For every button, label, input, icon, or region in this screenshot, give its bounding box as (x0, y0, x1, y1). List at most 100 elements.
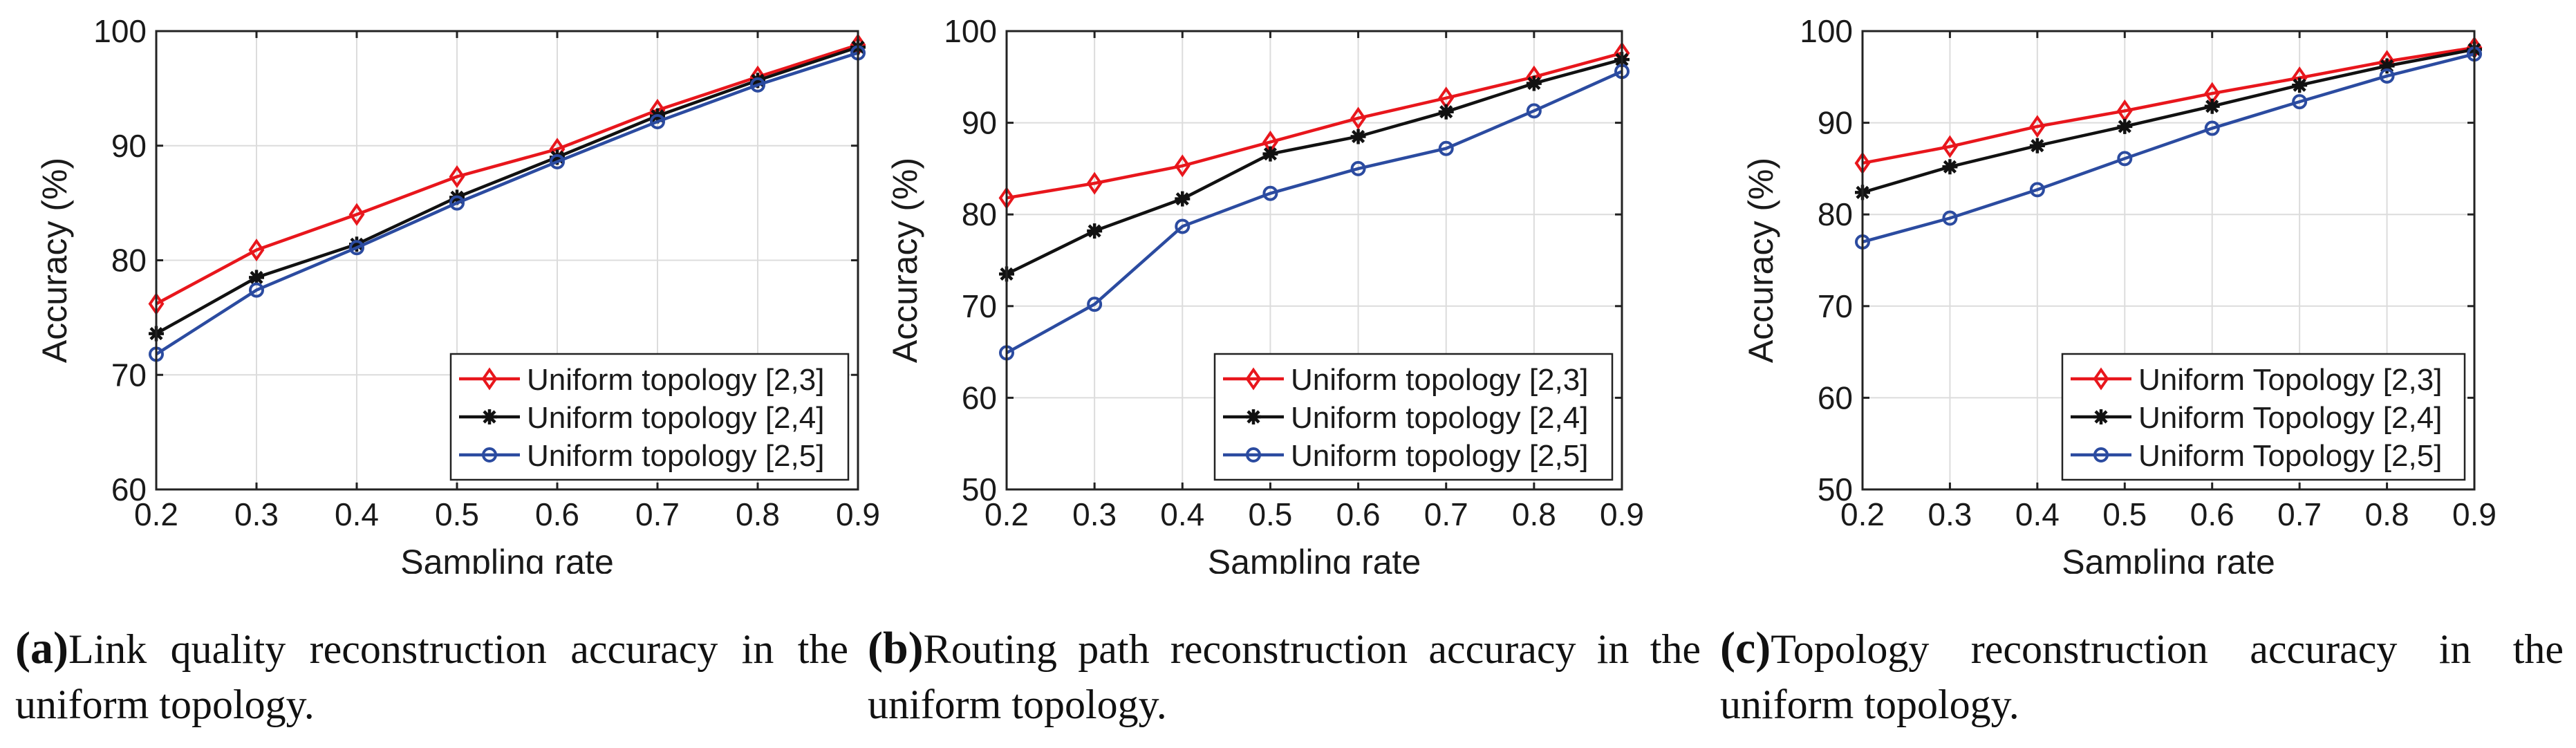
legend-marker-c-2 (2093, 447, 2109, 462)
y-tick-label-b: 80 (962, 196, 997, 232)
data-point-b-0 (1350, 106, 1367, 130)
data-point-b-0 (1174, 154, 1191, 178)
legend-marker-a-0 (481, 367, 498, 391)
data-point-a-0 (348, 203, 365, 226)
y-tick-label-c: 60 (1818, 380, 1853, 415)
x-tick-label-a: 0.9 (836, 496, 880, 532)
data-point-b-1 (1087, 223, 1103, 239)
data-point-c-1 (2379, 58, 2395, 74)
x-axis-label-c: Sampling rate (2062, 543, 2275, 574)
data-point-a-1 (349, 236, 364, 252)
x-tick-label-b: 0.5 (1248, 496, 1292, 532)
data-point-b-2 (1087, 297, 1103, 312)
legend-label-a-2: Uniform topology [2,5] (527, 439, 824, 473)
data-point-b-2 (1350, 160, 1366, 176)
data-point-a-2 (249, 282, 264, 298)
chart-a: 0.2 0.3 0.4 0.5 0.6 0.7 0.8 0.9 60 70 80 90 100 Sampl… (35, 13, 880, 574)
data-point-c-1 (2204, 98, 2220, 114)
y-tick-label-c: 80 (1818, 196, 1853, 232)
x-axis-label-b: Sampling rate (1208, 543, 1421, 574)
data-point-a-1 (249, 270, 264, 286)
y-tick-label-b: 50 (962, 471, 997, 507)
x-tick-label-a: 0.8 (736, 496, 780, 532)
axes-frame-b (1005, 30, 1623, 491)
series-line-a-1 (155, 46, 859, 335)
caption-a: (a)Link quality reconstruction accuracy … (15, 621, 848, 732)
y-tick-label-b: 100 (944, 13, 997, 49)
caption-c: (c)Topology reconstruction accuracy in t… (1720, 621, 2564, 732)
data-point-b-1 (1350, 129, 1366, 144)
y-tick-label-a: 70 (111, 357, 147, 393)
data-point-c-2 (1942, 210, 1958, 226)
legend-label-a-1: Uniform topology [2,4] (527, 401, 824, 435)
x-tick-label-a: 0.6 (535, 496, 579, 532)
legend-label-c-0: Uniform Topology [2,3] (2138, 363, 2442, 397)
data-point-a-1 (550, 149, 565, 165)
data-point-a-2 (349, 240, 364, 256)
y-axis-label-b: Accuracy (%) (886, 158, 924, 363)
legend-marker-c-1 (2093, 409, 2109, 424)
legend-marker-b-0 (1245, 367, 1262, 391)
data-point-b-2 (1175, 218, 1191, 234)
data-point-c-2 (2204, 120, 2220, 136)
data-point-b-2 (1262, 185, 1278, 201)
x-axis-label-a: Sampling rate (400, 543, 614, 574)
x-tick-label-c: 0.2 (1840, 496, 1885, 532)
data-point-b-2 (1526, 103, 1542, 119)
legend-marker-a-2 (482, 447, 497, 462)
series-line-b-2 (1005, 70, 1623, 355)
x-tick-label-b: 0.4 (1160, 496, 1204, 532)
legend-marker-b-1 (1246, 409, 1261, 424)
x-tick-label-a: 0.4 (335, 496, 379, 532)
legend-marker-b-2 (1246, 447, 1261, 462)
x-tick-label-b: 0.7 (1424, 496, 1468, 532)
legend-label-c-1: Uniform Topology [2,4] (2138, 401, 2442, 435)
x-tick-label-c: 0.4 (2015, 496, 2060, 532)
x-tick-label-a: 0.7 (635, 496, 680, 532)
y-tick-label-c: 50 (1818, 471, 1853, 507)
x-tick-label-c: 0.6 (2190, 496, 2234, 532)
data-point-c-2 (2379, 68, 2395, 84)
data-point-b-2 (1438, 140, 1454, 156)
legend-marker-c-0 (2093, 367, 2109, 391)
x-tick-label-b: 0.3 (1072, 496, 1117, 532)
series-line-b-1 (1006, 57, 1623, 276)
data-point-b-0 (1086, 171, 1103, 195)
axes-frame-c (1861, 30, 2476, 491)
x-tick-label-b: 0.9 (1600, 496, 1644, 532)
y-tick-label-b: 90 (962, 105, 997, 141)
x-tick-label-b: 0.2 (984, 496, 1029, 532)
data-point-c-1 (2292, 77, 2308, 93)
series-line-a-2 (155, 51, 859, 356)
y-tick-label-c: 70 (1818, 288, 1853, 324)
y-tick-label-b: 70 (962, 288, 997, 324)
data-point-c-1 (2117, 118, 2133, 134)
legend-label-b-1: Uniform topology [2,4] (1291, 401, 1588, 435)
legend-marker-a-1 (482, 409, 497, 424)
y-tick-label-a: 80 (111, 243, 147, 279)
x-tick-label-c: 0.7 (2277, 496, 2322, 532)
caption-b-label: (b) (868, 623, 924, 673)
data-point-a-2 (650, 113, 665, 129)
caption-b-text: Routing path reconstruction accuracy in … (868, 626, 1701, 727)
y-tick-label-a: 100 (93, 13, 147, 49)
caption-c-label: (c) (1720, 623, 1771, 673)
data-point-b-1 (1175, 191, 1191, 207)
legend-a: Uniform topology [2,3] Uniform topology [… (449, 353, 850, 481)
data-point-c-2 (2117, 151, 2133, 167)
caption-b: (b)Routing path reconstruction accuracy … (868, 621, 1701, 732)
y-tick-label-a: 60 (111, 471, 147, 507)
x-tick-label-a: 0.3 (234, 496, 279, 532)
x-tick-label-b: 0.8 (1512, 496, 1556, 532)
data-point-a-2 (750, 77, 765, 93)
x-tick-label-c: 0.5 (2102, 496, 2147, 532)
data-point-c-2 (2292, 94, 2308, 110)
data-point-a-2 (449, 195, 465, 211)
data-point-a-2 (550, 153, 565, 169)
data-point-b-1 (1262, 146, 1278, 162)
data-point-c-0 (1941, 135, 1958, 158)
data-point-a-0 (449, 165, 465, 189)
data-point-a-0 (248, 239, 265, 262)
series-line-b-0 (1006, 51, 1623, 200)
caption-a-text: Link quality reconstruction accuracy in … (15, 626, 848, 727)
